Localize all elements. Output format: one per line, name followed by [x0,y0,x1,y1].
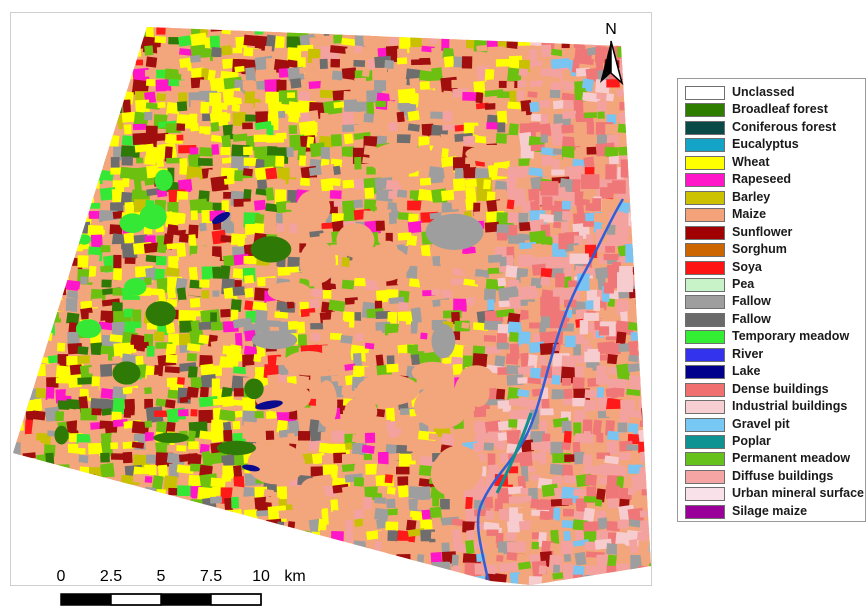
legend-swatch [685,191,725,205]
legend-label: Dense buildings [732,381,829,398]
legend-label: Soya [732,259,762,276]
legend-label: Coniferous forest [732,119,836,136]
legend-swatch [685,208,725,222]
legend-label: Temporary meadow [732,328,849,345]
legend-item: Pea [685,276,865,293]
legend-label: Diffuse buildings [732,468,833,485]
legend-item: Diffuse buildings [685,468,865,485]
legend-label: Sorghum [732,241,787,258]
legend-swatch [685,452,725,466]
legend-item: Sunflower [685,224,865,241]
legend-swatch [685,261,725,275]
legend-label: Fallow [732,293,771,310]
legend-item: Broadleaf forest [685,101,865,118]
legend-item: Permanent meadow [685,450,865,467]
legend-item: Silage maize [685,503,865,520]
legend-item: Urban mineral surface [685,485,865,502]
legend-item: Barley [685,189,865,206]
land-cover-map[interactable] [11,13,651,585]
legend-label: Sunflower [732,224,792,241]
legend-item: Eucalyptus [685,136,865,153]
north-arrow: N [589,21,633,91]
legend-label: Silage maize [732,503,807,520]
legend-item: Industrial buildings [685,398,865,415]
legend-item: Gravel pit [685,416,865,433]
legend-item: Maize [685,206,865,223]
legend-item: Sorghum [685,241,865,258]
legend-item: Lake [685,363,865,380]
legend-item: Fallow [685,293,865,310]
legend-swatch [685,226,725,240]
scale-bar-graphic [59,593,329,607]
legend-swatch [685,365,725,379]
legend-swatch [685,278,725,292]
legend-swatch [685,470,725,484]
legend-label: Lake [732,363,761,380]
north-arrow-icon [589,21,633,91]
legend-label: Unclassed [732,84,795,101]
scale-label-7-5: 7.5 [200,568,222,586]
legend-label: Gravel pit [732,416,790,433]
legend-item: Dense buildings [685,381,865,398]
legend-label: Rapeseed [732,171,791,188]
scale-bar: 0 2.5 5 7.5 10 km [61,568,331,608]
legend-item: Temporary meadow [685,328,865,345]
legend-label: River [732,346,763,363]
scale-label-10: 10 [252,568,270,586]
legend-swatch [685,313,725,327]
legend-item: Unclassed [685,84,865,101]
legend-swatch [685,295,725,309]
legend-item: Soya [685,259,865,276]
legend-item: River [685,346,865,363]
legend-label: Maize [732,206,766,223]
legend-swatch [685,383,725,397]
scale-unit: km [284,568,305,586]
scale-label-0: 0 [57,568,66,586]
legend-label: Fallow [732,311,771,328]
legend-swatch [685,505,725,519]
legend-label: Eucalyptus [732,136,799,153]
legend-swatch [685,400,725,414]
legend-item: Coniferous forest [685,119,865,136]
legend-label: Pea [732,276,754,293]
legend-label: Wheat [732,154,770,171]
legend-swatch [685,173,725,187]
legend-label: Permanent meadow [732,450,850,467]
scale-label-5: 5 [157,568,166,586]
legend-swatch [685,487,725,501]
legend-swatch [685,103,725,117]
legend-label: Urban mineral surface [732,485,864,502]
legend-swatch [685,418,725,432]
legend-label: Poplar [732,433,771,450]
legend-swatch [685,435,725,449]
scale-label-2-5: 2.5 [100,568,122,586]
legend-label: Broadleaf forest [732,101,828,118]
map-parcels [11,13,651,585]
legend-swatch [685,121,725,135]
legend-swatch [685,86,725,100]
legend-item: Rapeseed [685,171,865,188]
legend-label: Barley [732,189,770,206]
legend-swatch [685,156,725,170]
legend-swatch [685,138,725,152]
legend-item: Fallow [685,311,865,328]
legend-swatch [685,348,725,362]
legend-item: Wheat [685,154,865,171]
legend-item: Poplar [685,433,865,450]
legend-swatch [685,243,725,257]
legend-label: Industrial buildings [732,398,847,415]
legend-swatch [685,330,725,344]
map-frame: N 0 2.5 5 7.5 10 km [10,12,652,586]
